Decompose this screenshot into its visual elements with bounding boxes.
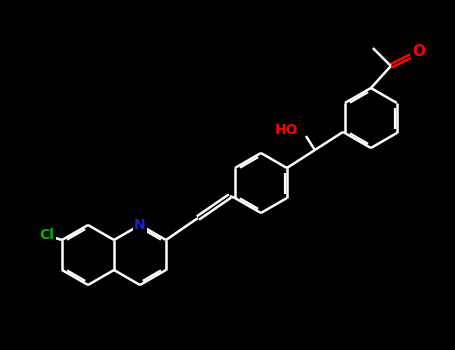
Text: HO: HO — [274, 123, 298, 137]
Text: Cl: Cl — [40, 228, 55, 242]
Text: N: N — [134, 218, 146, 232]
Text: O: O — [412, 44, 425, 60]
